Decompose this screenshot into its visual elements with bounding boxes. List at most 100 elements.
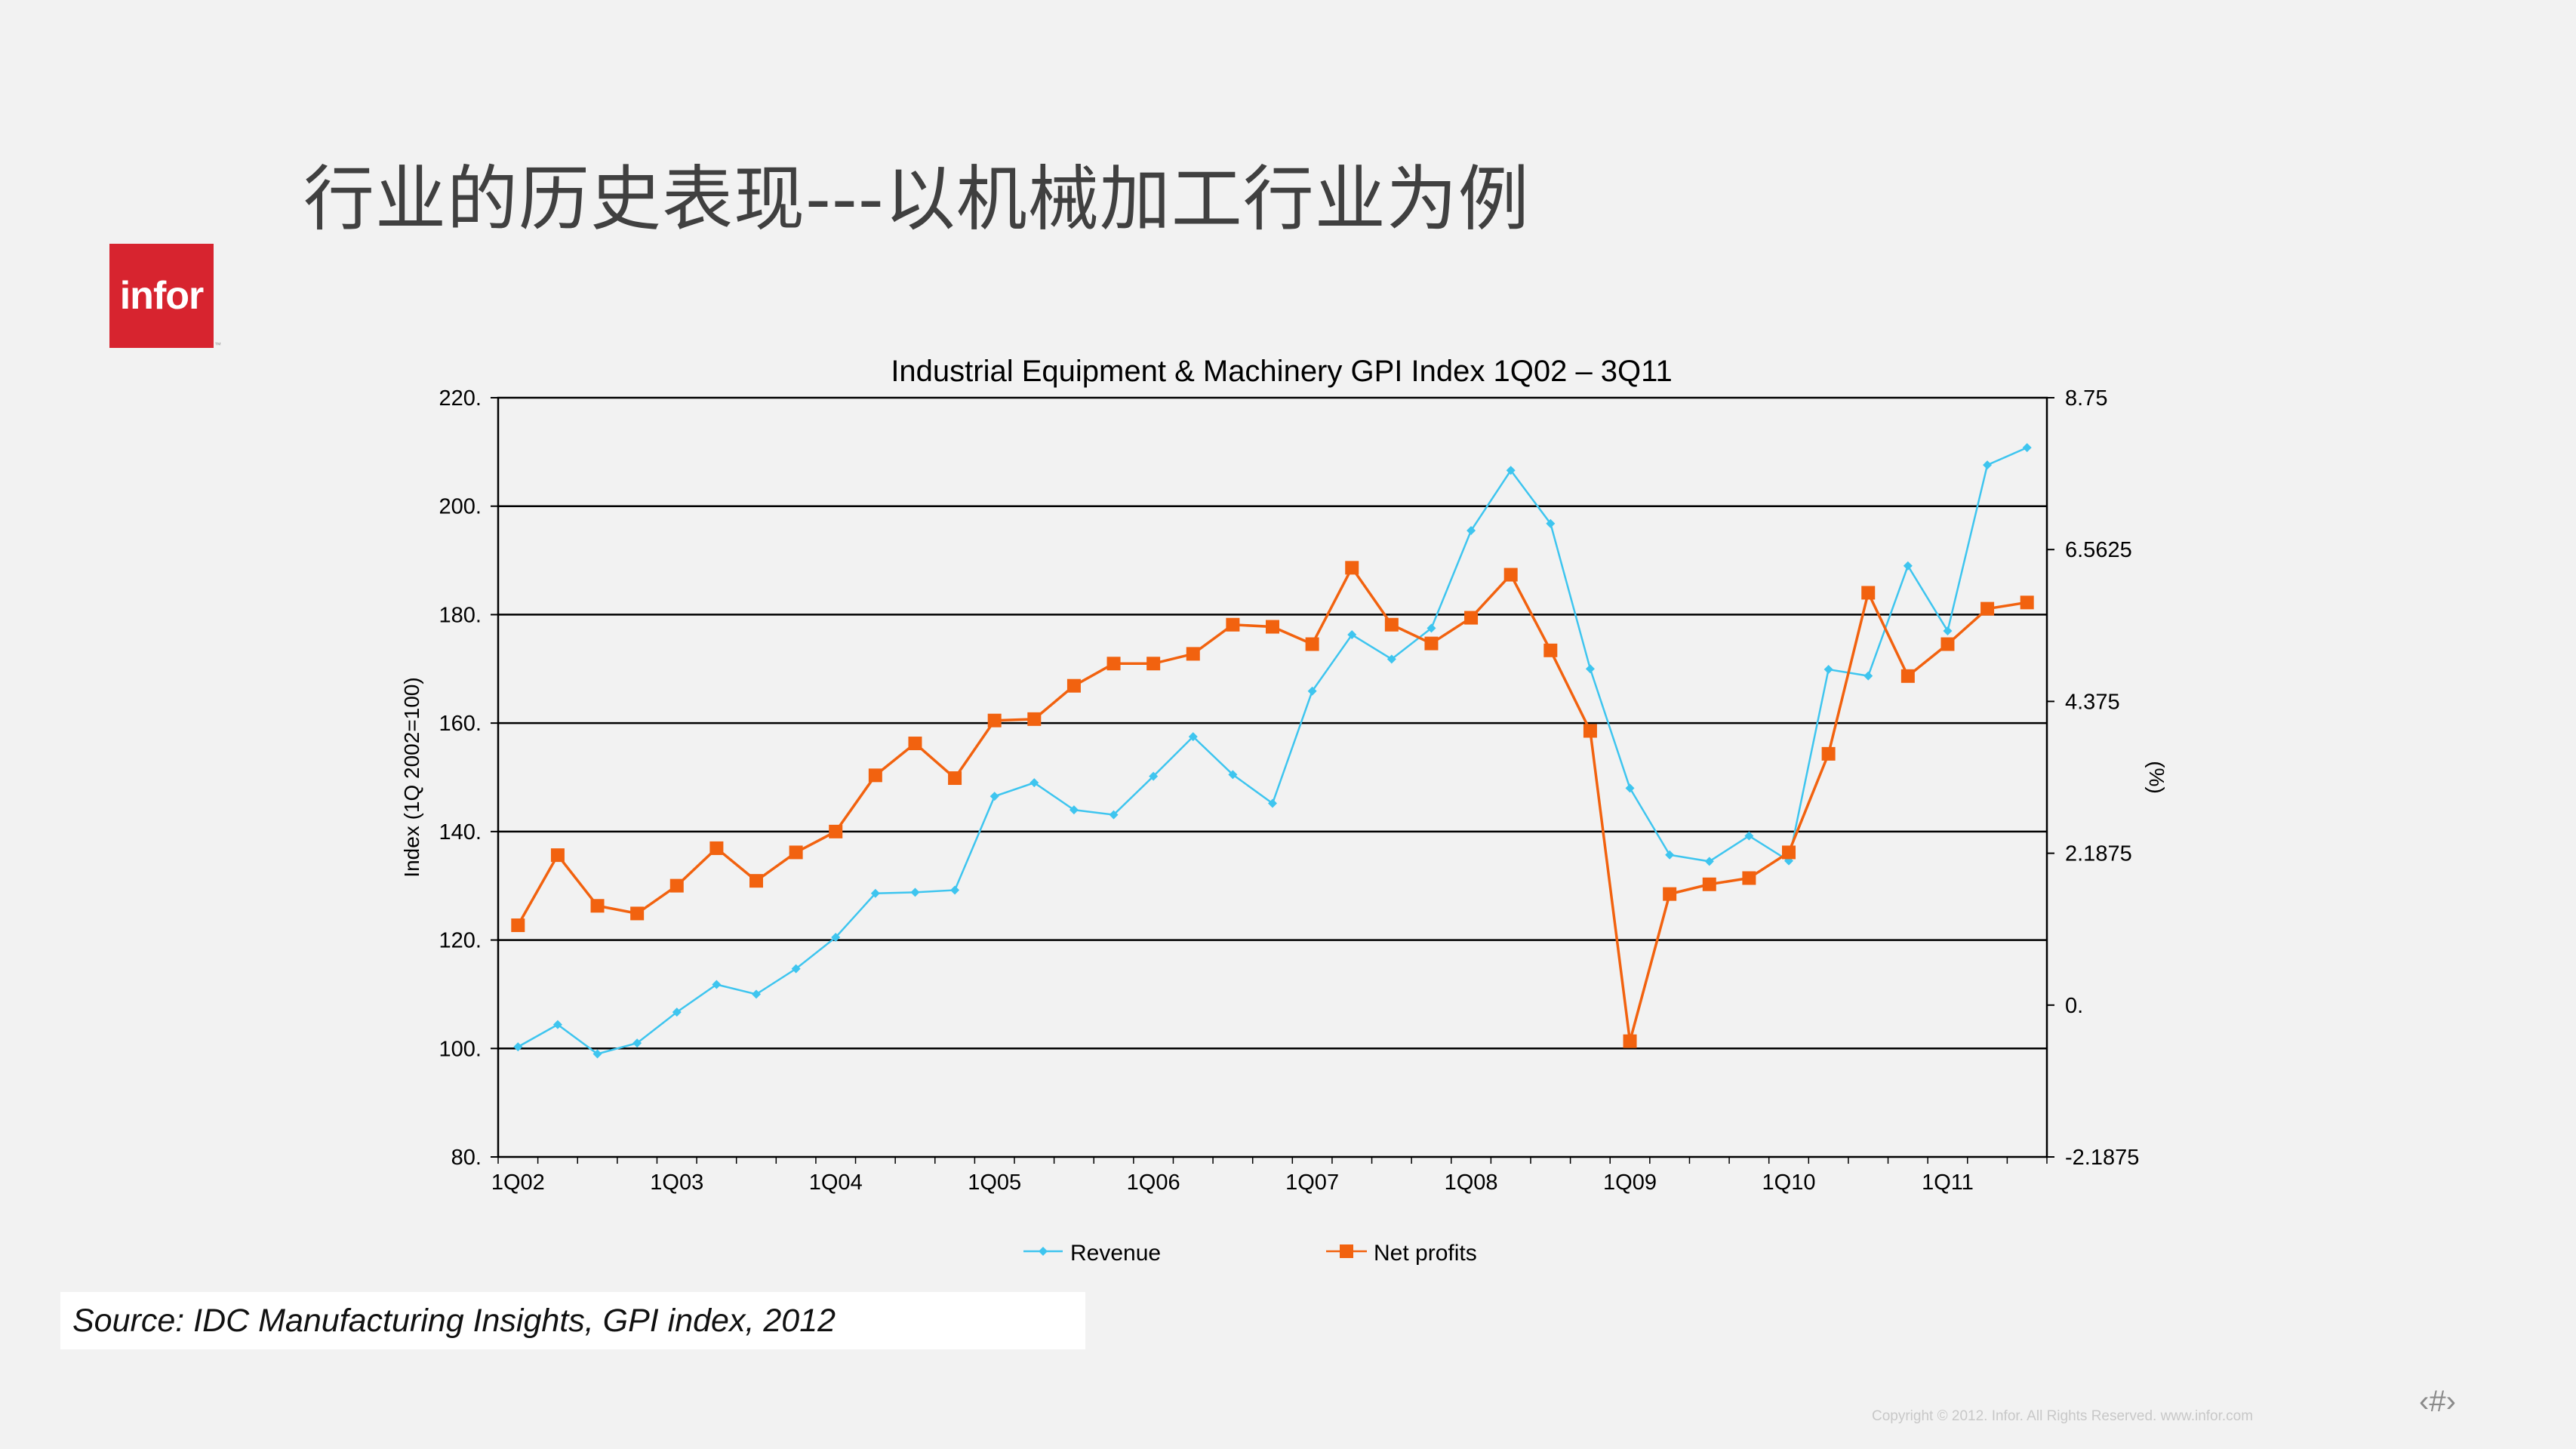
net-profits-point	[1861, 586, 1876, 600]
revenue-point	[513, 1042, 523, 1052]
legend-revenue-marker	[1039, 1247, 1048, 1256]
y-axis-right-tick-labels: -2.1875 0. 2.1875 4.375 6.5625 8.75	[2065, 386, 2139, 1170]
y-tick-label: 100.	[439, 1037, 482, 1061]
net-profits-point	[1900, 669, 1915, 683]
x-tick-label: 1Q05	[968, 1171, 1021, 1195]
revenue-point	[2022, 443, 2032, 453]
y-tick-label: 140.	[439, 820, 482, 844]
legend-net-profits-label: Net profits	[1374, 1241, 1477, 1266]
legend-net-profits-marker	[1340, 1244, 1353, 1258]
y-tick-label: 80.	[451, 1146, 482, 1170]
y-tick-label: 220.	[439, 386, 482, 411]
net-profits-point	[1305, 637, 1319, 651]
net-profits-point	[829, 824, 843, 838]
net-profits-point	[1663, 887, 1677, 901]
y-tick-label: 180.	[439, 603, 482, 627]
net-profits-point	[1940, 637, 1955, 651]
net-profits-point	[1146, 657, 1161, 671]
revenue-series	[513, 443, 2032, 1059]
revenue-point	[1943, 626, 1953, 635]
net-profits-point	[1027, 712, 1042, 726]
revenue-point	[1149, 771, 1159, 781]
revenue-point	[1109, 810, 1119, 820]
net-profits-point	[2020, 595, 2034, 610]
copyright-text: Copyright © 2012. Infor. All Rights Rese…	[1872, 1408, 2254, 1424]
net-profits-point	[1821, 746, 1836, 761]
y-right-tick-label: 6.5625	[2065, 538, 2132, 562]
revenue-point	[1426, 623, 1436, 633]
net-profits-point	[550, 848, 565, 863]
net-profits-point	[1543, 643, 1558, 657]
net-profits-series	[511, 561, 2034, 1048]
revenue-point	[1228, 770, 1238, 780]
net-profits-point	[1106, 657, 1121, 671]
revenue-point	[752, 989, 761, 999]
y-axis-label: Index (1Q 2002=100)	[400, 677, 423, 877]
net-profits-point	[1782, 845, 1796, 860]
chart-title: Industrial Equipment & Machinery GPI Ind…	[891, 355, 1672, 388]
net-profits-point	[1424, 636, 1439, 651]
revenue-point	[1188, 732, 1198, 742]
y-tick-label: 200.	[439, 495, 482, 519]
x-tick-label: 1Q03	[650, 1171, 703, 1195]
revenue-point	[672, 1008, 682, 1017]
gridlines	[498, 505, 2047, 1050]
y-tick-label: 120.	[439, 929, 482, 953]
net-profits-point	[669, 878, 684, 893]
net-profits-point	[1702, 877, 1716, 891]
net-profits-point	[1345, 561, 1359, 575]
net-profits-point	[1503, 568, 1518, 582]
x-tick-label: 1Q08	[1445, 1171, 1498, 1195]
revenue-point	[950, 885, 960, 895]
net-profits-point	[789, 845, 803, 860]
x-axis-tick-labels: 1Q02 1Q03 1Q04 1Q05 1Q06 1Q07 1Q08 1Q09 1Q10 1Q11	[491, 1171, 1974, 1195]
x-tick-label: 1Q09	[1603, 1171, 1657, 1195]
net-profits-point	[511, 918, 525, 933]
net-profits-point	[1583, 724, 1597, 738]
revenue-point	[1744, 831, 1754, 841]
y-axis-tick-labels: 80. 100. 120. 140. 160. 180. 200. 220.	[439, 386, 482, 1170]
y-right-tick-label: 8.75	[2065, 386, 2107, 411]
x-tick-label: 1Q06	[1127, 1171, 1180, 1195]
revenue-point	[870, 888, 880, 898]
source-box: Source: IDC Manufacturing Insights, GPI …	[60, 1292, 1085, 1349]
x-tick-label: 1Q02	[491, 1171, 545, 1195]
legend-item-revenue: Revenue	[1023, 1241, 1161, 1266]
revenue-point	[1467, 526, 1476, 536]
revenue-point	[791, 964, 801, 974]
y-axis-right-label: (%)	[2145, 761, 2168, 794]
revenue-point	[1546, 518, 1556, 528]
y-tick-label: 160.	[439, 712, 482, 736]
y-right-tick-label: -2.1875	[2065, 1146, 2139, 1170]
y-right-tick-label: 2.1875	[2065, 842, 2132, 866]
revenue-point	[552, 1020, 562, 1029]
revenue-point	[1983, 460, 1993, 470]
y-right-tick-label: 4.375	[2065, 690, 2120, 714]
net-profits-point	[1066, 678, 1081, 693]
legend-item-net-profits: Net profits	[1326, 1241, 1477, 1266]
revenue-point	[712, 980, 722, 989]
revenue-point	[1665, 850, 1675, 860]
net-profits-point	[1266, 620, 1279, 634]
slide-title: 行业的历史表现---以机械加工行业为例	[303, 158, 1530, 241]
net-profits-point	[1186, 647, 1200, 661]
revenue-point	[1864, 671, 1873, 681]
revenue-point	[1307, 686, 1317, 696]
revenue-point	[1069, 805, 1079, 815]
revenue-point	[1347, 630, 1357, 640]
net-profits-point	[868, 768, 882, 783]
revenue-point	[1268, 798, 1277, 808]
net-profits-point	[1464, 611, 1479, 625]
revenue-point	[989, 792, 999, 801]
legend-revenue-label: Revenue	[1070, 1241, 1161, 1266]
infor-logo: infor	[109, 244, 214, 348]
x-tick-label: 1Q10	[1762, 1171, 1816, 1195]
revenue-point	[1386, 654, 1396, 664]
revenue-point	[592, 1049, 602, 1059]
net-profits-point	[749, 874, 763, 888]
revenue-point	[1506, 466, 1516, 475]
legend: Revenue Net profits	[1023, 1241, 1477, 1266]
revenue-point	[632, 1038, 642, 1048]
revenue-point	[1625, 783, 1635, 793]
